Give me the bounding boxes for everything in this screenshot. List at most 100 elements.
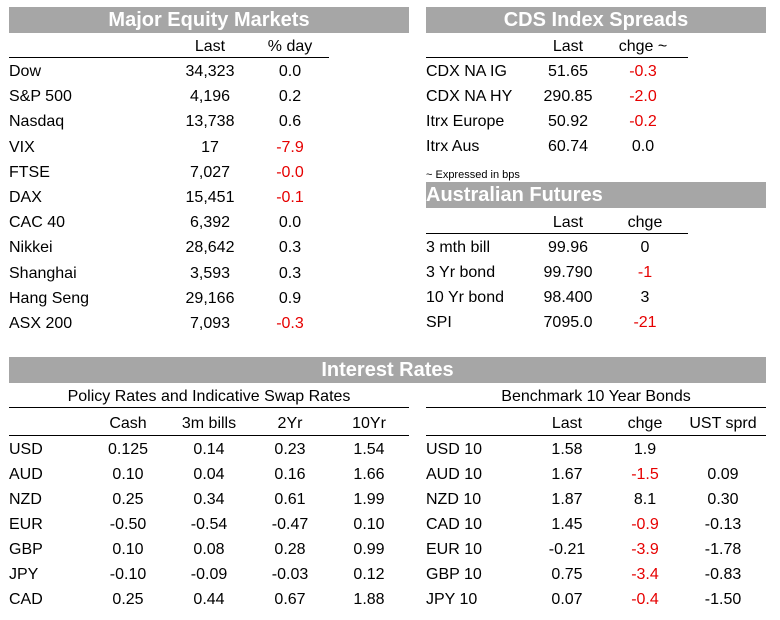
bench-row-sprd: -0.83 [704, 566, 742, 583]
futures-row-last: 99.96 [547, 239, 589, 256]
equity-col-pct: % day [267, 38, 313, 55]
equity-row-name: S&P 500 [9, 88, 72, 106]
bench-row-name: GBP 10 [426, 566, 482, 583]
bench-row-last: -0.21 [548, 541, 586, 558]
equity-row-name: ASX 200 [9, 315, 73, 332]
equity-row-name: Nikkei [9, 239, 53, 257]
cds-row-name: CDX NA IG [426, 63, 507, 80]
policy-row-value: 1.99 [353, 491, 385, 508]
policy-row-value: 0.08 [193, 541, 225, 558]
policy-row-ccy: CAD [9, 591, 43, 608]
cds-row-chg: -0.3 [629, 63, 657, 80]
equity-row-last: 17 [201, 138, 219, 156]
policy-row-value: 0.10 [353, 516, 385, 533]
futures-row-last: 7095.0 [543, 314, 593, 331]
equity-row-last: 29,166 [185, 289, 235, 307]
equity-row-last: 4,196 [189, 88, 231, 106]
policy-row-value: 0.67 [274, 591, 306, 608]
policy-row-value: 0.10 [112, 466, 144, 483]
bench-row-last: 0.75 [551, 566, 583, 583]
cds-row-name: Itrx Europe [426, 113, 505, 130]
equity-row-last: 34,323 [185, 63, 235, 80]
equity-row-name: VIX [9, 138, 35, 156]
bench-row-last: 1.45 [551, 516, 583, 533]
bench-row-chg: -0.9 [631, 516, 659, 533]
equity-row-pct: 0.0 [278, 214, 302, 232]
policy-row-value: 1.54 [353, 441, 385, 458]
equity-row-pct: -0.1 [276, 189, 304, 206]
equity-row-last: 28,642 [185, 239, 235, 257]
equity-header: Major Equity Markets [9, 7, 409, 33]
bench-row-sprd: -1.50 [704, 591, 742, 608]
policy-col-header: 3m bills [181, 415, 237, 432]
policy-row-value: -0.50 [109, 516, 147, 533]
equity-row-pct: 0.0 [278, 63, 302, 80]
cds-header: CDS Index Spreads [426, 7, 766, 33]
futures-row-name: SPI [426, 314, 452, 331]
bench-row-chg: -3.9 [631, 541, 659, 558]
equity-row-name: Dow [9, 63, 42, 80]
policy-row-value: 0.12 [353, 566, 385, 583]
policy-row-ccy: AUD [9, 466, 43, 483]
futures-col-chg: chge [627, 214, 663, 231]
policy-row-value: 0.99 [353, 541, 385, 558]
bench-row-chg: -3.4 [631, 566, 659, 583]
futures-header-rule [426, 233, 688, 234]
policy-header-rule [9, 435, 409, 436]
cds-row-chg: -0.2 [629, 113, 657, 130]
policy-row-value: 0.61 [274, 491, 306, 508]
cds-row-chg: -2.0 [629, 88, 657, 105]
policy-row-ccy: JPY [9, 566, 39, 583]
bench-row-name: NZD 10 [426, 491, 482, 508]
equity-header-rule [9, 57, 329, 58]
cds-row-chg: 0.0 [631, 138, 655, 155]
futures-row-chg: -1 [637, 264, 653, 281]
policy-row-value: -0.09 [190, 566, 228, 583]
equity-row-pct: 0.2 [278, 88, 302, 106]
policy-row-ccy: EUR [9, 516, 43, 533]
interest-rates-header: Interest Rates [9, 357, 766, 383]
bench-row-chg: 8.1 [633, 491, 657, 508]
equity-row-name: CAC 40 [9, 214, 66, 232]
policy-row-value: -0.54 [190, 516, 228, 533]
bench-row-sprd: 0.09 [707, 466, 739, 483]
bench-title: Benchmark 10 Year Bonds [501, 388, 691, 405]
equity-row-pct: 0.9 [278, 289, 302, 307]
futures-row-last: 99.790 [543, 264, 593, 281]
equity-row-name: Nasdaq [9, 113, 65, 131]
futures-row-name: 3 mth bill [426, 239, 491, 256]
policy-row-value: 0.04 [193, 466, 225, 483]
bench-row-chg: -0.4 [631, 591, 659, 608]
policy-row-value: -0.47 [271, 516, 309, 533]
policy-row-value: 0.16 [274, 466, 306, 483]
bench-row-name: CAD 10 [426, 516, 483, 533]
policy-rates-title: Policy Rates and Indicative Swap Rates [67, 388, 351, 405]
policy-row-value: 1.88 [353, 591, 385, 608]
futures-header: Australian Futures [426, 182, 766, 208]
bench-row-name: AUD 10 [426, 466, 483, 483]
cds-row-last: 290.85 [543, 88, 593, 105]
policy-row-value: -0.10 [109, 566, 147, 583]
policy-row-value: 0.25 [112, 491, 144, 508]
cds-row-name: CDX NA HY [426, 88, 513, 105]
policy-row-value: 0.34 [193, 491, 225, 508]
bench-row-name: JPY 10 [426, 591, 478, 608]
bench-title-rule [426, 407, 766, 408]
equity-row-name: Hang Seng [9, 289, 90, 307]
policy-row-value: 0.28 [274, 541, 306, 558]
equity-col-last: Last [194, 38, 226, 55]
futures-row-name: 3 Yr bond [426, 264, 496, 281]
bench-row-sprd: -1.78 [704, 541, 742, 558]
policy-row-value: 0.10 [112, 541, 144, 558]
bench-col-header: chge [627, 415, 663, 432]
futures-row-chg: 3 [640, 289, 650, 306]
bench-col-header: UST sprd [689, 415, 757, 432]
cds-row-last: 51.65 [547, 63, 589, 80]
bench-row-last: 1.87 [551, 491, 583, 508]
policy-row-value: -0.03 [271, 566, 309, 583]
bench-row-chg: -1.5 [631, 466, 659, 483]
equity-row-pct: -7.9 [276, 138, 304, 156]
equity-row-name: Shanghai [9, 264, 77, 282]
futures-row-last: 98.400 [543, 289, 593, 306]
policy-col-header: 2Yr [277, 415, 303, 432]
